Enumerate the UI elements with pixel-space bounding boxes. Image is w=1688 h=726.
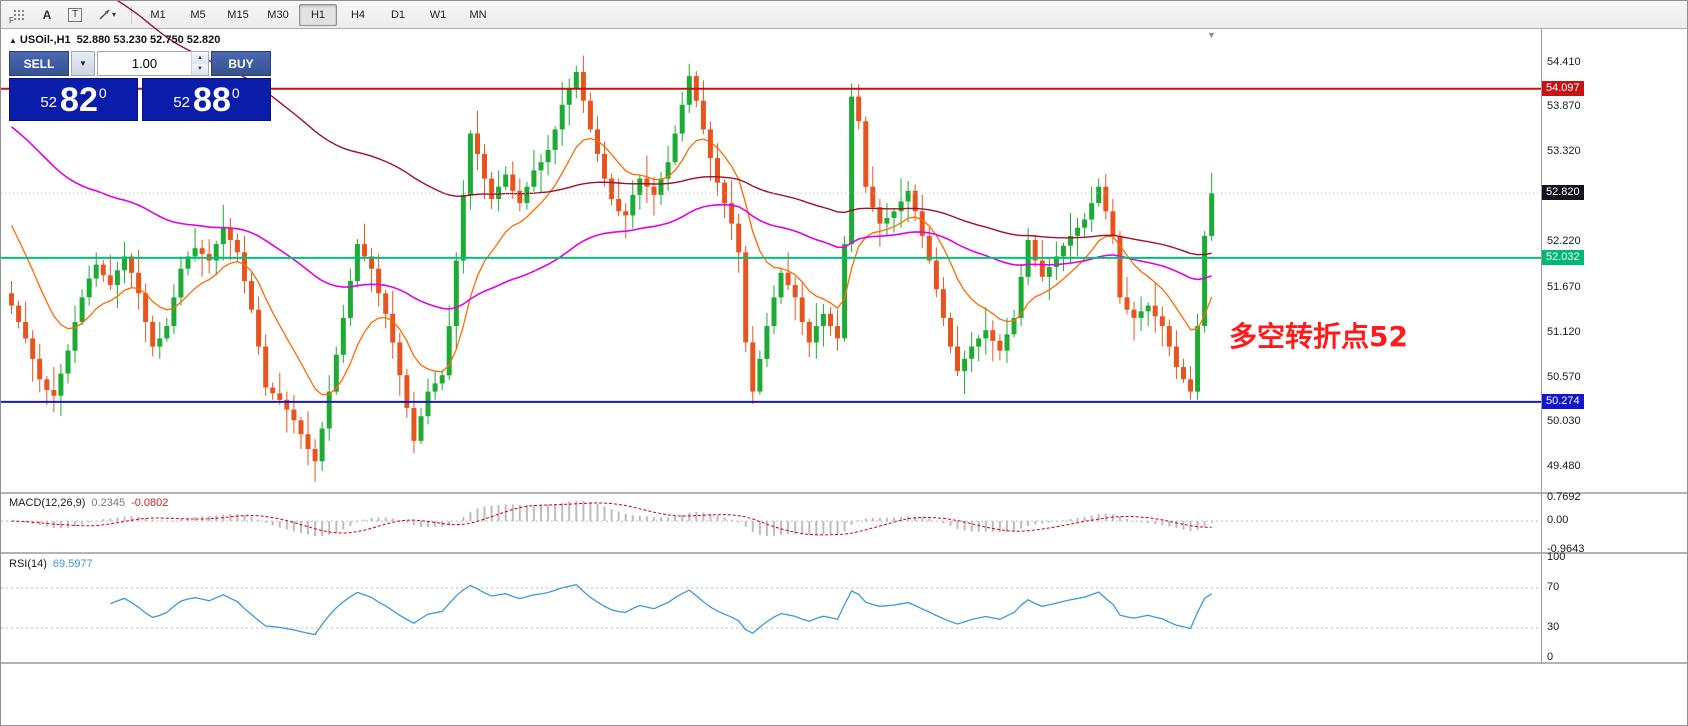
tab-timeframe-m30[interactable]: M30 bbox=[267, 8, 289, 21]
trade-options-dropdown[interactable]: ▼ bbox=[71, 51, 95, 76]
macd-axis-label: -0.9643 bbox=[1547, 543, 1585, 555]
text-label-tool-button[interactable]: A bbox=[34, 3, 60, 27]
price-tag-54.097: 54.097 bbox=[1542, 81, 1584, 96]
price-axis-label: 52.220 bbox=[1547, 235, 1581, 247]
price-axis-label: 51.120 bbox=[1547, 326, 1581, 338]
price-axis-label: 53.870 bbox=[1547, 100, 1581, 112]
macd-label: MACD(12,26,9) 0.2345 -0.0802 bbox=[9, 497, 168, 509]
macd-main-value: 0.2345 bbox=[91, 497, 126, 509]
chart-shift-marker[interactable]: ▼ bbox=[1207, 30, 1216, 40]
panel-separator[interactable] bbox=[1, 662, 1687, 664]
price-axis-divider bbox=[1541, 29, 1542, 664]
tab-timeframe-m5[interactable]: M5 bbox=[190, 8, 206, 21]
sell-price-tile[interactable]: 52 82 0 bbox=[9, 78, 138, 121]
sell-button[interactable]: SELL bbox=[9, 51, 69, 76]
chevron-down-icon: ▼ bbox=[79, 59, 87, 68]
price-axis-label: 54.410 bbox=[1547, 56, 1581, 68]
tab-timeframe-m15[interactable]: M15 bbox=[227, 8, 249, 21]
tab-timeframe-m1[interactable]: M1 bbox=[150, 8, 166, 21]
price-axis-label: 50.030 bbox=[1547, 415, 1581, 427]
one-click-trade-panel: SELL ▼ ▲ ▼ BUY 52 82 0 52 88 0 bbox=[9, 51, 271, 121]
chevron-down-icon: ▾ bbox=[111, 10, 116, 19]
macd-axis-label: 0.00 bbox=[1547, 514, 1569, 526]
buy-price-sup: 0 bbox=[231, 84, 240, 101]
grid-dots-icon bbox=[14, 9, 24, 20]
ohlc-values: 52.880 53.230 52.750 52.820 bbox=[76, 34, 221, 46]
price-axis-label: 49.480 bbox=[1547, 460, 1581, 472]
buy-price-small: 52 bbox=[173, 94, 191, 111]
rsi-panel bbox=[1, 554, 1687, 662]
volume-field-group: ▲ ▼ bbox=[97, 51, 209, 76]
tab-timeframe-h4[interactable]: H4 bbox=[350, 8, 366, 21]
symbol-name: USOil-,H1 bbox=[19, 34, 71, 46]
price-axis-label: 51.670 bbox=[1547, 281, 1581, 293]
macd-signal-value: -0.0802 bbox=[131, 497, 169, 509]
grid-tool-label: F bbox=[9, 15, 14, 25]
macd-panel bbox=[1, 494, 1687, 552]
price-tag-50.274: 50.274 bbox=[1542, 394, 1584, 409]
chart-grid-tool-button[interactable]: F bbox=[6, 3, 32, 27]
shapes-icon bbox=[99, 9, 110, 20]
symbol-ohlc-line: ▲ USOil-,H1 52.880 53.230 52.750 52.820 bbox=[9, 34, 220, 46]
text-box-icon: T bbox=[67, 7, 83, 22]
price-tag-52.032: 52.032 bbox=[1542, 250, 1584, 265]
rsi-axis-label: 70 bbox=[1547, 581, 1560, 593]
tab-timeframe-h1[interactable]: H1 bbox=[299, 3, 337, 26]
macd-axis-label: 0.7692 bbox=[1547, 491, 1581, 503]
rsi-axis-label: 30 bbox=[1547, 621, 1560, 633]
shapes-dropdown-button[interactable]: ▾ bbox=[90, 3, 124, 27]
price-axis-label: 53.320 bbox=[1547, 145, 1581, 157]
rsi-axis-label: 0 bbox=[1547, 651, 1554, 663]
text-box-tool-button[interactable]: T bbox=[62, 3, 88, 27]
sell-price-sup: 0 bbox=[98, 84, 107, 101]
tab-timeframe-mn[interactable]: MN bbox=[469, 8, 487, 21]
rsi-label: RSI(14) 69.5977 bbox=[9, 558, 93, 570]
rsi-axis-label: 100 bbox=[1547, 551, 1566, 563]
rsi-value: 69.5977 bbox=[52, 558, 93, 570]
toolbar-separator bbox=[131, 5, 132, 24]
timeframe-group: M1 M5 M15 M30 H1 H4 D1 W1 MN bbox=[138, 3, 498, 26]
tab-timeframe-w1[interactable]: W1 bbox=[429, 8, 447, 21]
price-tag-52.820: 52.820 bbox=[1542, 185, 1584, 200]
panel-separator[interactable] bbox=[1, 492, 1687, 494]
chart-annotation-text: 多空转折点52 bbox=[1229, 320, 1408, 353]
tab-timeframe-d1[interactable]: D1 bbox=[390, 8, 406, 21]
buy-button[interactable]: BUY bbox=[211, 51, 271, 76]
sell-price-big: 82 bbox=[60, 80, 98, 119]
rsi-name: RSI(14) bbox=[9, 558, 47, 570]
buy-price-tile[interactable]: 52 88 0 bbox=[142, 78, 271, 121]
volume-increase-button[interactable]: ▲ bbox=[192, 52, 208, 64]
text-label-icon: A bbox=[42, 7, 52, 22]
macd-name: MACD(12,26,9) bbox=[9, 497, 86, 509]
symbol-collapse-icon[interactable]: ▲ bbox=[9, 36, 17, 45]
buy-price-big: 88 bbox=[193, 80, 231, 119]
sell-price-small: 52 bbox=[40, 94, 58, 111]
bottom-empty-panel bbox=[1, 664, 1687, 725]
panel-separator[interactable] bbox=[1, 552, 1687, 554]
price-axis-label: 50.570 bbox=[1547, 371, 1581, 383]
volume-decrease-button[interactable]: ▼ bbox=[192, 63, 208, 75]
toolbar: F A T ▾ M1 M5 M15 M30 H1 H4 D1 W1 MN bbox=[1, 1, 1687, 29]
volume-input[interactable] bbox=[98, 52, 191, 75]
